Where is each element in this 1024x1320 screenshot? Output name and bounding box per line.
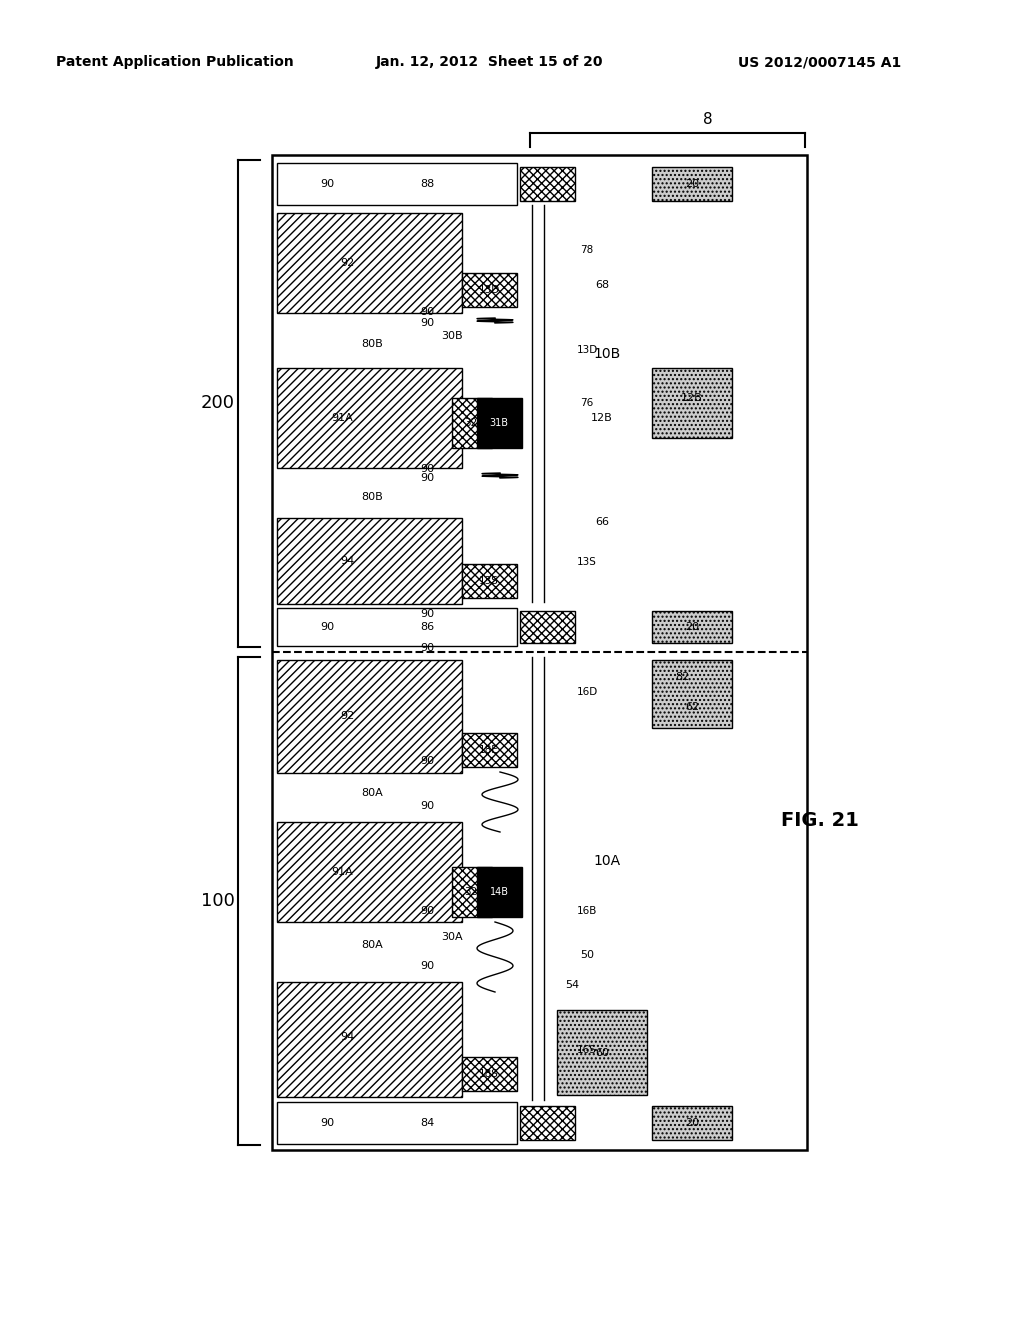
Bar <box>652 660 732 729</box>
Text: 62: 62 <box>685 702 699 711</box>
Text: 30B: 30B <box>441 331 463 341</box>
Text: 90: 90 <box>420 906 434 916</box>
Text: 60: 60 <box>595 1048 609 1059</box>
Bar <box>272 154 807 1150</box>
Text: 31B: 31B <box>489 418 509 428</box>
Text: 32A: 32A <box>464 887 484 898</box>
Bar <box>278 1102 517 1144</box>
Text: 13S: 13S <box>578 557 597 568</box>
Text: 90: 90 <box>420 465 434 474</box>
Text: 90: 90 <box>319 1118 334 1129</box>
Bar <box>462 1057 517 1092</box>
Bar <box>278 822 462 921</box>
Text: 82: 82 <box>675 672 689 682</box>
Bar <box>462 733 517 767</box>
Bar <box>452 867 492 917</box>
Text: 20: 20 <box>685 180 699 189</box>
Text: 8: 8 <box>702 111 713 127</box>
Bar <box>520 168 575 201</box>
Text: 90: 90 <box>420 308 434 317</box>
Bar <box>652 1106 732 1140</box>
Bar <box>462 564 517 598</box>
Text: 78: 78 <box>581 246 594 255</box>
Text: 13D: 13D <box>577 345 598 355</box>
Text: 18S: 18S <box>479 1069 499 1078</box>
Text: 90: 90 <box>420 801 434 810</box>
Text: 13D: 13D <box>478 285 500 294</box>
Text: 16B: 16B <box>577 906 597 916</box>
Text: 88: 88 <box>420 180 434 189</box>
Text: 80B: 80B <box>361 492 383 502</box>
Text: 90: 90 <box>420 473 434 483</box>
Bar <box>278 368 462 469</box>
Text: Jan. 12, 2012  Sheet 15 of 20: Jan. 12, 2012 Sheet 15 of 20 <box>376 55 604 69</box>
Bar <box>278 213 462 313</box>
Text: 10B: 10B <box>593 346 621 360</box>
Text: 90: 90 <box>420 609 434 619</box>
Bar <box>278 982 462 1097</box>
Text: 91A: 91A <box>331 867 353 876</box>
Bar <box>278 517 462 605</box>
Text: 80B: 80B <box>361 339 383 348</box>
Bar <box>278 162 517 205</box>
Text: 92: 92 <box>340 257 354 268</box>
Text: 92: 92 <box>340 711 354 721</box>
Text: 90: 90 <box>420 961 434 972</box>
Text: 90: 90 <box>420 756 434 766</box>
Bar <box>278 660 462 774</box>
Text: 68: 68 <box>595 280 609 290</box>
Text: 20: 20 <box>685 622 699 632</box>
Text: 90: 90 <box>319 622 334 632</box>
Text: 16S: 16S <box>578 1045 597 1055</box>
Text: 12B: 12B <box>591 413 613 422</box>
Text: 66: 66 <box>595 517 609 527</box>
Bar <box>462 273 517 308</box>
Text: 30A: 30A <box>441 932 463 942</box>
Bar <box>652 611 732 643</box>
Text: 94: 94 <box>340 1032 354 1041</box>
Text: 20: 20 <box>685 1118 699 1129</box>
Text: 86: 86 <box>420 622 434 632</box>
Bar <box>652 368 732 438</box>
Bar <box>520 611 575 643</box>
Text: 90: 90 <box>319 180 334 189</box>
Text: 200: 200 <box>201 395 234 412</box>
Text: 76: 76 <box>581 399 594 408</box>
Text: 100: 100 <box>201 892 234 909</box>
Text: 50: 50 <box>580 950 594 960</box>
Text: 54: 54 <box>565 979 579 990</box>
Text: FIG. 21: FIG. 21 <box>781 810 859 829</box>
Text: 12B: 12B <box>681 393 702 403</box>
Text: 13S: 13S <box>479 576 499 586</box>
Text: 90: 90 <box>420 318 434 327</box>
Bar <box>278 609 517 645</box>
Text: US 2012/0007145 A1: US 2012/0007145 A1 <box>738 55 901 69</box>
Text: 10A: 10A <box>594 854 621 869</box>
Bar <box>452 399 492 447</box>
Text: 94: 94 <box>340 556 354 566</box>
Text: 16D: 16D <box>577 686 598 697</box>
Bar <box>520 1106 575 1140</box>
Text: 80A: 80A <box>361 788 383 799</box>
Bar <box>652 168 732 201</box>
Bar <box>477 399 522 447</box>
Text: 80A: 80A <box>361 940 383 950</box>
Text: 84: 84 <box>420 1118 434 1129</box>
Text: 91A: 91A <box>331 413 353 422</box>
Text: 32B: 32B <box>464 418 484 428</box>
Bar <box>557 1010 647 1096</box>
Text: 90: 90 <box>420 643 434 653</box>
Text: Patent Application Publication: Patent Application Publication <box>56 55 294 69</box>
Text: 18E: 18E <box>479 744 499 755</box>
Bar <box>477 867 522 917</box>
Text: 14B: 14B <box>489 887 509 898</box>
